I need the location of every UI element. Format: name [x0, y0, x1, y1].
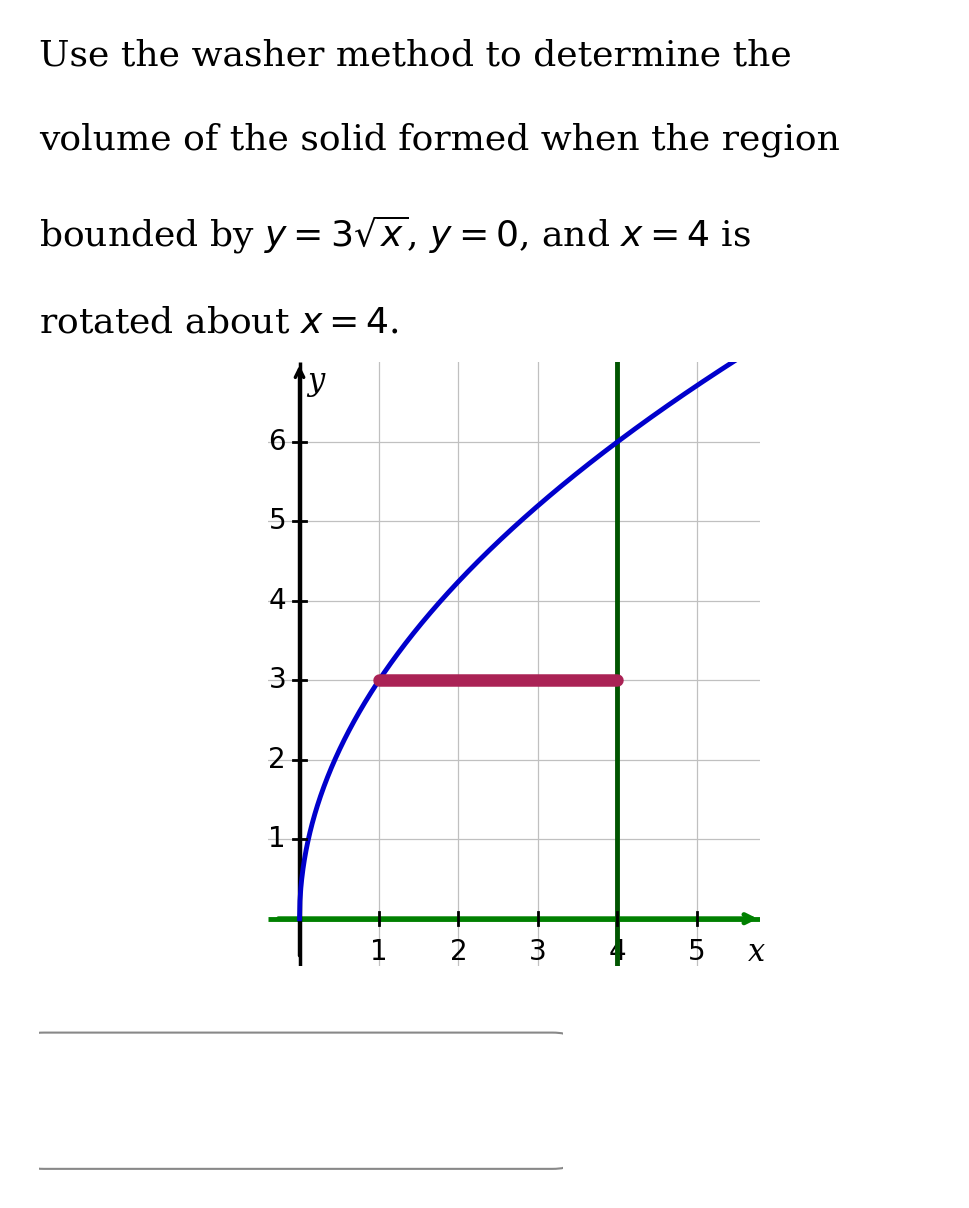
Text: y: y — [306, 366, 324, 397]
Text: 3: 3 — [268, 667, 286, 695]
Text: Use the washer method to determine the: Use the washer method to determine the — [39, 39, 791, 72]
Text: 3: 3 — [528, 939, 547, 966]
Text: 4: 4 — [268, 587, 286, 615]
Text: volume of the solid formed when the region: volume of the solid formed when the regi… — [39, 123, 839, 157]
Text: 5: 5 — [687, 939, 705, 966]
Text: 2: 2 — [450, 939, 467, 966]
Text: x: x — [747, 936, 765, 968]
Text: bounded by $y = 3\sqrt{x}$, $y = 0$, and $x = 4$ is: bounded by $y = 3\sqrt{x}$, $y = 0$, and… — [39, 214, 750, 256]
Text: 1: 1 — [370, 939, 388, 966]
Text: 2: 2 — [268, 745, 286, 774]
Text: 1: 1 — [268, 825, 286, 853]
Text: 6: 6 — [268, 428, 286, 455]
Text: 5: 5 — [268, 507, 286, 535]
Text: rotated about $x = 4$.: rotated about $x = 4$. — [39, 306, 398, 339]
FancyBboxPatch shape — [28, 1033, 567, 1169]
Text: 4: 4 — [608, 939, 626, 966]
